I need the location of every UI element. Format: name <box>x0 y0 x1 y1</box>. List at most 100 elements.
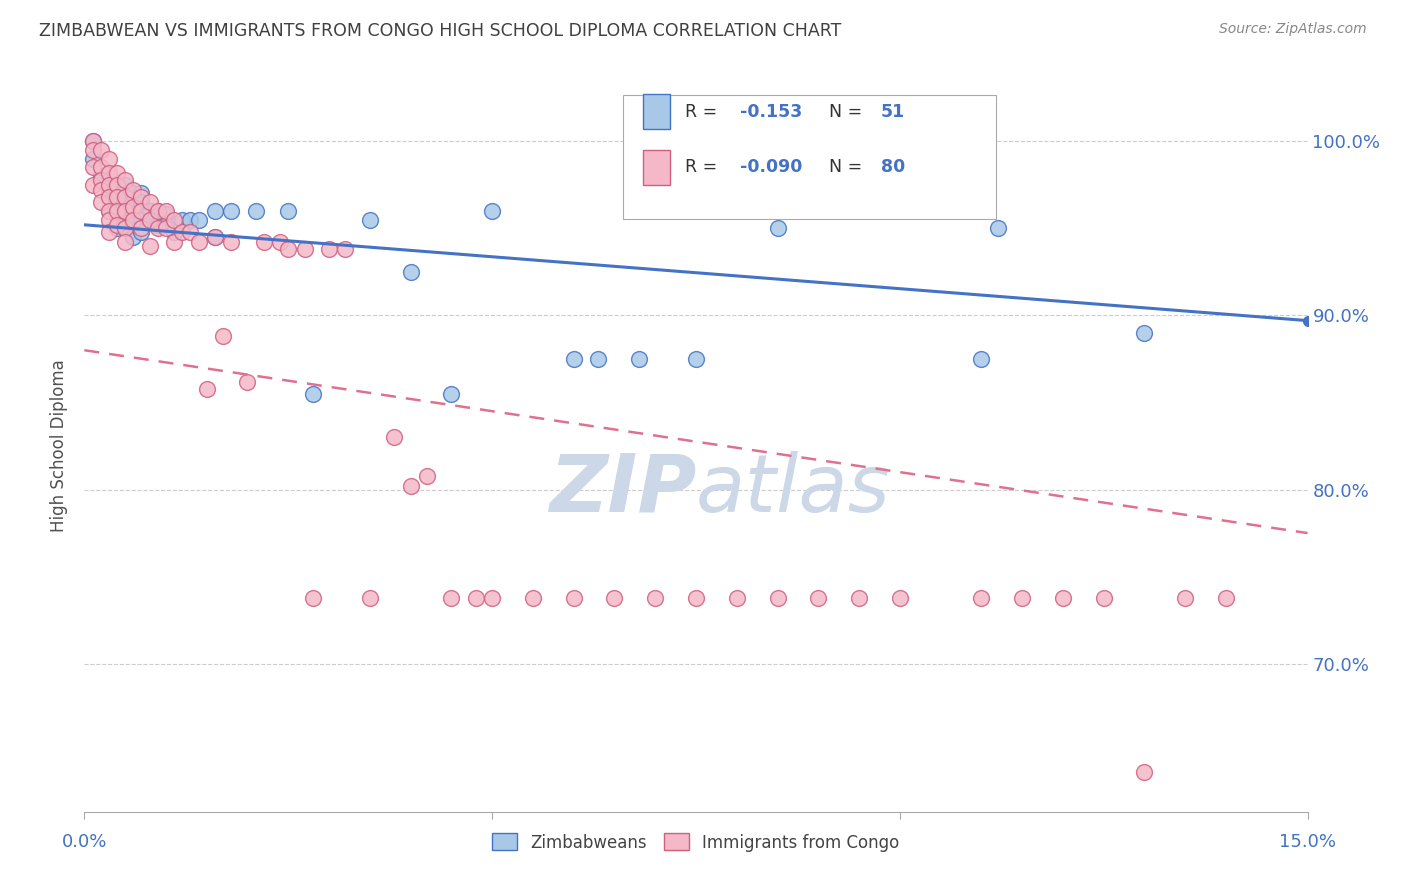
Point <box>114 221 136 235</box>
Point <box>301 591 323 605</box>
Point <box>212 329 235 343</box>
Point <box>131 195 153 210</box>
Point <box>105 218 128 232</box>
Point <box>970 591 993 605</box>
Text: 15.0%: 15.0% <box>1279 832 1336 851</box>
Point <box>245 203 267 218</box>
Point <box>90 183 112 197</box>
Point <box>138 238 160 252</box>
Point <box>277 242 299 256</box>
Point <box>114 235 136 250</box>
Point <box>155 203 177 218</box>
Point <box>146 203 169 218</box>
Point <box>97 178 120 192</box>
Point <box>440 386 463 401</box>
Point <box>97 178 120 192</box>
Text: Source: ZipAtlas.com: Source: ZipAtlas.com <box>1219 22 1367 37</box>
Point <box>766 591 789 605</box>
Point <box>97 186 120 201</box>
Point <box>179 212 201 227</box>
Point <box>97 165 120 179</box>
Point <box>122 212 145 227</box>
Point <box>90 161 112 175</box>
Point <box>82 134 104 148</box>
Point <box>195 382 218 396</box>
Point <box>97 212 120 227</box>
Point <box>138 212 160 227</box>
Point <box>236 375 259 389</box>
Point <box>105 190 128 204</box>
Text: -0.153: -0.153 <box>740 103 803 120</box>
Point <box>725 591 748 605</box>
Point <box>219 203 242 218</box>
Point <box>644 591 666 605</box>
Text: 80: 80 <box>880 158 905 177</box>
Point <box>359 212 381 227</box>
Point <box>155 218 177 232</box>
Point <box>464 591 486 605</box>
Point <box>1052 591 1074 605</box>
Point <box>163 235 186 250</box>
Text: 51: 51 <box>880 103 905 120</box>
Point <box>277 203 299 218</box>
Point <box>172 212 194 227</box>
Point <box>416 468 439 483</box>
Point <box>146 203 169 218</box>
Y-axis label: High School Diploma: High School Diploma <box>51 359 69 533</box>
Point <box>122 230 145 244</box>
Point <box>131 212 153 227</box>
Point <box>122 201 145 215</box>
Point <box>122 212 145 227</box>
Point <box>97 225 120 239</box>
Point <box>399 479 422 493</box>
Point <box>172 225 194 239</box>
Point <box>481 591 503 605</box>
Point <box>97 203 120 218</box>
Point <box>522 591 544 605</box>
Point <box>179 225 201 239</box>
Point <box>603 591 626 605</box>
Point <box>253 235 276 250</box>
Point <box>114 221 136 235</box>
Point <box>122 207 145 221</box>
Point <box>335 242 357 256</box>
Point <box>685 591 707 605</box>
Text: atlas: atlas <box>696 450 891 529</box>
Point <box>82 178 104 192</box>
Point <box>122 183 145 197</box>
FancyBboxPatch shape <box>644 95 671 129</box>
Point <box>105 178 128 192</box>
Point <box>1133 326 1156 340</box>
Point <box>131 203 153 218</box>
Point <box>399 265 422 279</box>
Point <box>204 203 226 218</box>
Text: ZIMBABWEAN VS IMMIGRANTS FROM CONGO HIGH SCHOOL DIPLOMA CORRELATION CHART: ZIMBABWEAN VS IMMIGRANTS FROM CONGO HIGH… <box>39 22 842 40</box>
Point <box>204 230 226 244</box>
Point <box>131 221 153 235</box>
Point <box>766 221 789 235</box>
Text: N =: N = <box>830 158 868 177</box>
Point <box>131 203 153 218</box>
Point <box>82 143 104 157</box>
Point <box>105 178 128 192</box>
Text: R =: R = <box>685 103 723 120</box>
Text: 0.0%: 0.0% <box>62 832 107 851</box>
Point <box>807 591 830 605</box>
Point <box>562 351 585 366</box>
Point <box>122 186 145 201</box>
Point <box>359 591 381 605</box>
Point <box>440 591 463 605</box>
Point <box>685 351 707 366</box>
FancyBboxPatch shape <box>644 150 671 185</box>
Point <box>163 225 186 239</box>
Point <box>114 178 136 192</box>
Point <box>163 212 186 227</box>
Point <box>187 235 209 250</box>
Point <box>97 152 120 166</box>
Point <box>138 195 160 210</box>
Point <box>586 351 609 366</box>
Point <box>889 591 911 605</box>
Point <box>131 186 153 201</box>
Point <box>122 195 145 210</box>
Text: N =: N = <box>830 103 868 120</box>
